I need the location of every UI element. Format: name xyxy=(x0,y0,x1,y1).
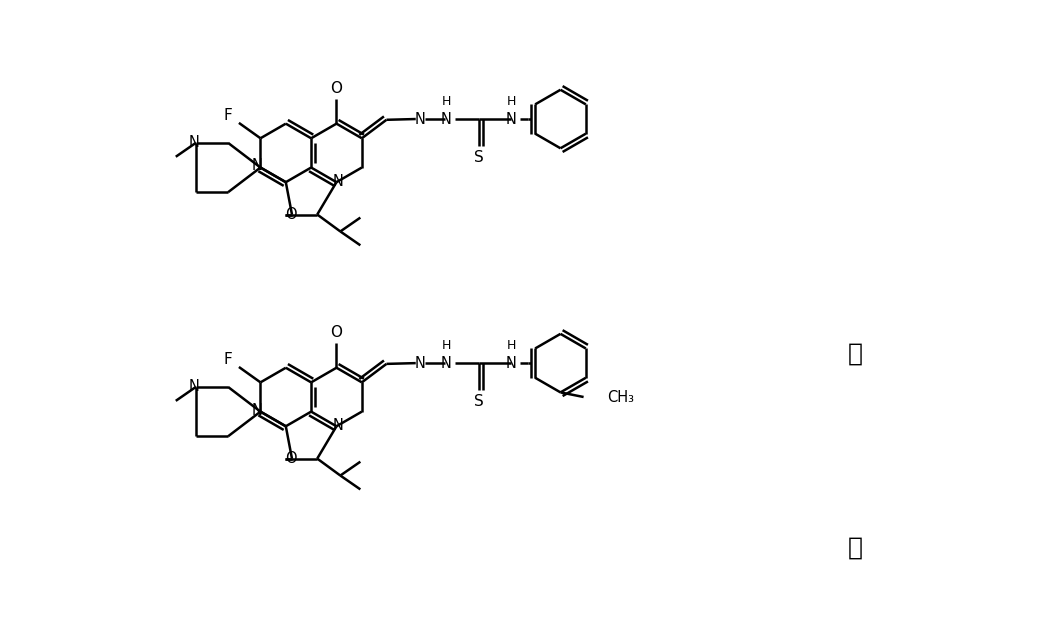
Text: H: H xyxy=(506,95,516,108)
Text: N: N xyxy=(333,174,344,189)
Text: N: N xyxy=(505,356,517,371)
Text: N: N xyxy=(442,356,452,371)
Text: O: O xyxy=(331,325,343,340)
Text: F: F xyxy=(223,352,233,367)
Text: N: N xyxy=(414,356,425,371)
Text: O: O xyxy=(285,207,297,222)
Text: N: N xyxy=(333,418,344,433)
Text: 或: 或 xyxy=(848,535,863,559)
Text: N: N xyxy=(252,158,263,174)
Text: F: F xyxy=(223,108,233,123)
Text: N: N xyxy=(252,403,263,418)
Text: CH₃: CH₃ xyxy=(606,390,634,404)
Text: H: H xyxy=(442,95,451,108)
Text: N: N xyxy=(505,112,517,127)
Text: N: N xyxy=(414,112,425,127)
Text: O: O xyxy=(331,81,343,96)
Text: H: H xyxy=(506,339,516,352)
Text: S: S xyxy=(473,394,484,409)
Text: N: N xyxy=(442,112,452,127)
Text: H: H xyxy=(442,339,451,352)
Text: 或: 或 xyxy=(848,341,863,365)
Text: N: N xyxy=(188,380,200,394)
Text: O: O xyxy=(285,451,297,466)
Text: S: S xyxy=(473,150,484,165)
Text: N: N xyxy=(188,135,200,150)
